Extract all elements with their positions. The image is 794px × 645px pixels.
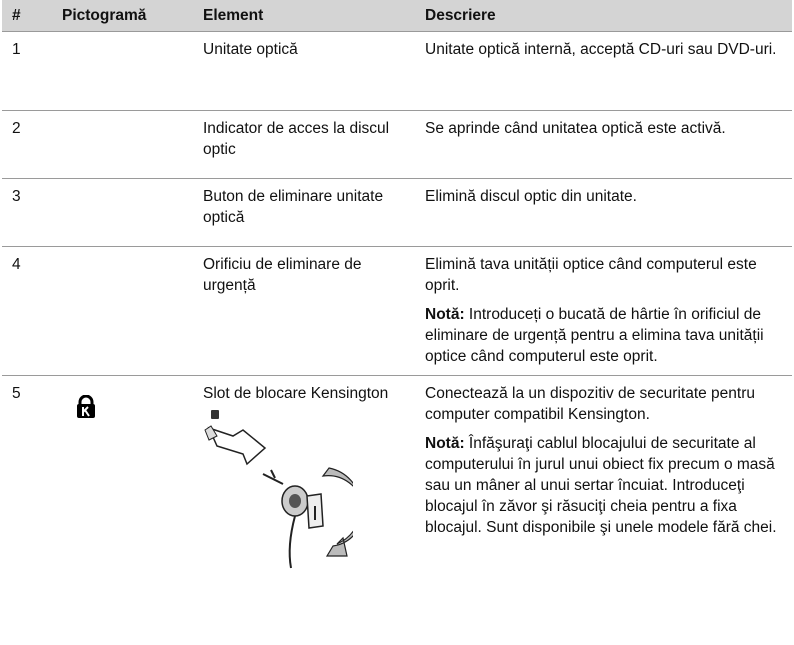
number: 4 [2, 246, 52, 376]
row: 5 Slot de blocare Kensington [2, 375, 792, 579]
description: Elimină discul optic din unitate. [425, 188, 637, 205]
lock-illustration [204, 410, 353, 569]
spec-table: # Pictogramă Element Descriere 1 Unitate… [2, 0, 792, 579]
element: Orificiu de eliminare de urgență [193, 246, 415, 376]
number: 2 [2, 110, 52, 179]
element: Indicator de acces la discul optic [193, 110, 415, 179]
header-cell: Element [193, 0, 415, 32]
note: Notă: Introduceți o bucată de hârtie în … [425, 304, 784, 367]
number: 3 [2, 178, 52, 247]
number: 1 [2, 31, 52, 111]
note: Notă: Înfăşuraţi cablul blocajului de se… [425, 433, 784, 538]
row: 1 Unitate optică Unitate optică internă,… [2, 31, 792, 111]
row: 2 Indicator de acces la discul optic Se … [2, 110, 792, 179]
row: 3 Buton de eliminare unitate optică Elim… [2, 178, 792, 247]
header-row: # Pictogramă Element Descriere [2, 0, 792, 32]
note-text: Înfăşuraţi cablul blocajului de securita… [425, 435, 777, 536]
element: Slot de blocare Kensington [203, 385, 389, 402]
row: 4 Orificiu de eliminare de urgență Elimi… [2, 246, 792, 376]
header-cell: Descriere [415, 0, 792, 32]
element: Unitate optică [193, 31, 415, 111]
description: Conectează la un dispozitiv de securitat… [425, 385, 756, 423]
note-text: Introduceți o bucată de hârtie în orific… [425, 306, 764, 365]
note-label: Notă: [425, 435, 465, 452]
element: Buton de eliminare unitate optică [193, 178, 415, 247]
header-cell: Pictogramă [52, 0, 193, 32]
header-cell: # [2, 0, 52, 32]
description: Se aprinde când unitatea optică este act… [425, 120, 726, 137]
kensington-icon [77, 395, 95, 418]
note-label: Notă: [425, 306, 465, 323]
description: Unitate optică internă, acceptă CD-uri s… [425, 41, 777, 58]
number: 5 [2, 375, 52, 579]
description: Elimină tava unității optice când comput… [425, 256, 757, 294]
